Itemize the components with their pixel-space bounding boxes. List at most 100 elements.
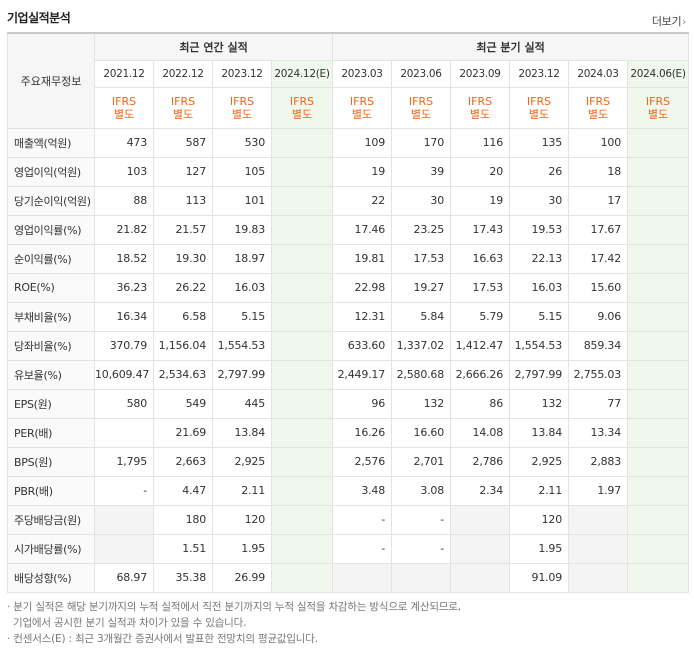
table-cell: 180 — [153, 504, 213, 535]
table-cell: 36.23 — [94, 272, 154, 303]
table-cell: 2,786 — [450, 446, 511, 477]
table-cell — [270, 359, 334, 390]
table-cell: 549 — [153, 388, 213, 419]
table-cell: 1,412.47 — [450, 330, 511, 361]
table-cell: 2,755.03 — [568, 359, 629, 390]
table-cell: 2,925 — [212, 446, 272, 477]
ifrs-scope: 별도 — [469, 107, 491, 121]
table-cell: 587 — [153, 127, 213, 158]
table-cell: 2,449.17 — [332, 359, 393, 390]
table-cell — [627, 417, 690, 448]
table-cell: 633.60 — [332, 330, 393, 361]
ifrs-label: IFRS 별도 — [270, 86, 334, 129]
table-cell: 3.48 — [332, 475, 393, 506]
table-cell: 16.26 — [332, 417, 393, 448]
table-cell: 18.52 — [94, 243, 154, 274]
table-cell: 91.09 — [509, 562, 570, 593]
table-cell: - — [391, 533, 452, 564]
financial-summary-table: 주요재무정보 최근 연간 실적 최근 분기 실적 2021.12 2022.12 2… — [7, 32, 690, 593]
ifrs-label: IFRS 별도 — [94, 86, 154, 129]
ifrs-scope: 별도 — [172, 107, 194, 121]
ifrs-scope: 별도 — [647, 107, 669, 121]
table-cell — [627, 156, 690, 187]
footnote-3: · 컨센서스(E) : 최근 3개월간 증권사에서 발표한 전망치의 평균값입니… — [7, 633, 318, 645]
table-cell — [627, 446, 690, 477]
quarter-group-header: 최근 분기 실적 — [332, 32, 690, 61]
table-cell: 26.22 — [153, 272, 213, 303]
footnote-1: · 분기 실적은 해당 분기까지의 누적 실적에서 직전 분기까지의 누적 실적… — [7, 601, 461, 613]
table-cell: 2,576 — [332, 446, 393, 477]
table-row: 배당성향(%) 68.97 35.38 26.99 91.09 — [7, 562, 690, 593]
table-cell: 473 — [94, 127, 154, 158]
period-header: 2023.06 — [391, 59, 452, 88]
table-cell: 16.03 — [212, 272, 272, 303]
ifrs-standard: IFRS — [645, 94, 671, 108]
table-cell — [568, 504, 629, 535]
table-cell: 120 — [212, 504, 272, 535]
table-cell: 19 — [450, 185, 511, 216]
row-label: 당기순이익(억원) — [7, 185, 95, 216]
table-cell: 1.95 — [212, 533, 272, 564]
table-cell: 109 — [332, 127, 393, 158]
table-cell: 2,925 — [509, 446, 570, 477]
ifrs-header-row: IFRS 별도 IFRS 별도 IFRS 별도 IFRS 별도 IFRS 별도 IFRS 별도 IFRS… — [8, 86, 690, 129]
table-cell: 30 — [509, 185, 570, 216]
table-cell: 13.84 — [509, 417, 570, 448]
table-cell: 13.34 — [568, 417, 629, 448]
table-row: 순이익률(%) 18.52 19.30 18.97 19.81 17.53 16.63 22.… — [7, 243, 690, 274]
row-label: 순이익률(%) — [7, 243, 95, 274]
ifrs-label: IFRS 별도 — [391, 86, 452, 129]
table-cell — [270, 388, 334, 419]
table-cell — [627, 388, 690, 419]
table-cell: 135 — [509, 127, 570, 158]
table-cell: 17.67 — [568, 214, 629, 245]
ifrs-standard: IFRS — [170, 94, 196, 108]
row-label: PBR(배) — [7, 475, 95, 506]
row-label: PER(배) — [7, 417, 95, 448]
table-cell: 20 — [450, 156, 511, 187]
table-cell: 86 — [450, 388, 511, 419]
more-label: 더보기 — [651, 15, 682, 28]
table-cell: 116 — [450, 127, 511, 158]
row-label: 유보율(%) — [7, 359, 95, 390]
table-cell: 1.95 — [509, 533, 570, 564]
row-label: BPS(원) — [7, 446, 95, 477]
table-cell: 21.69 — [153, 417, 213, 448]
ifrs-standard: IFRS — [229, 94, 255, 108]
table-row: PER(배) 21.69 13.84 16.26 16.60 14.08 13.84 13.3… — [7, 417, 690, 448]
table-row: 매출액(억원) 473 587 530 109 170 116 135 100 — [7, 127, 690, 158]
table-cell: 18 — [568, 156, 629, 187]
ifrs-scope: 별도 — [351, 107, 373, 121]
table-cell: 1,554.53 — [509, 330, 570, 361]
table-cell: 1,156.04 — [153, 330, 213, 361]
period-header: 2023.03 — [332, 59, 393, 88]
more-link[interactable]: 더보기› — [652, 13, 686, 29]
table-cell: 15.60 — [568, 272, 629, 303]
row-label: ROE(%) — [7, 272, 95, 303]
row-label: 배당성향(%) — [7, 562, 95, 593]
table-cell: 2.11 — [509, 475, 570, 506]
table-row: BPS(원) 1,795 2,663 2,925 2,576 2,701 2,786 2,92… — [7, 446, 690, 477]
table-cell — [627, 185, 690, 216]
table-cell: 16.03 — [509, 272, 570, 303]
table-cell: 19.81 — [332, 243, 393, 274]
table-cell: 22.13 — [509, 243, 570, 274]
ifrs-standard: IFRS — [349, 94, 375, 108]
table-cell: 39 — [391, 156, 452, 187]
table-cell: 77 — [568, 388, 629, 419]
table-cell: 132 — [509, 388, 570, 419]
footnotes: · 분기 실적은 해당 분기까지의 누적 실적에서 직전 분기까지의 누적 실적… — [7, 599, 461, 647]
table-cell: 2,797.99 — [509, 359, 570, 390]
ifrs-standard: IFRS — [585, 94, 611, 108]
table-cell: 14.08 — [450, 417, 511, 448]
table-cell: - — [332, 533, 393, 564]
table-cell — [270, 185, 334, 216]
table-cell: 17.43 — [450, 214, 511, 245]
ifrs-label: IFRS 별도 — [627, 86, 690, 129]
table-cell — [270, 475, 334, 506]
table-row: 부채비율(%) 16.34 6.58 5.15 12.31 5.84 5.79 5.15 9.0… — [7, 301, 690, 332]
period-header-row: 2021.12 2022.12 2023.12 2024.12(E) 2023.03 20… — [8, 59, 690, 88]
table-cell — [391, 562, 452, 593]
row-label: 주당배당금(원) — [7, 504, 95, 535]
table-cell: 2,883 — [568, 446, 629, 477]
